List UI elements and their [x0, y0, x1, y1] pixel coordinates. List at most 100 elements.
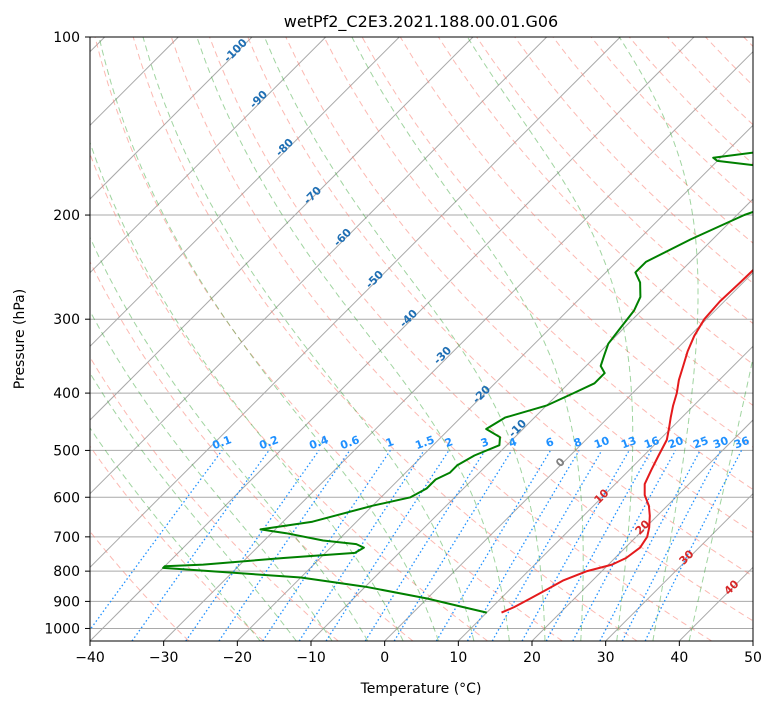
isotherm-line — [90, 37, 253, 200]
mixing-ratio-line — [545, 450, 652, 641]
chart-title: wetPf2_C2E3.2021.188.00.01.G06 — [284, 12, 558, 32]
dry-adiabat-line — [743, 37, 753, 48]
mixing-ratio-line — [90, 450, 223, 631]
y-tick-label: 800 — [53, 564, 80, 580]
moist-adiabat-label: -70 — [301, 184, 324, 207]
moist-adiabat-line — [351, 37, 584, 641]
mixing-ratio-label: 3 — [479, 435, 491, 450]
y-tick-label: 900 — [53, 594, 80, 610]
mixing-ratio-line — [435, 450, 552, 641]
mixing-ratio-line — [393, 450, 513, 641]
dry-adiabat-line — [90, 445, 264, 641]
mixing-ratio-line — [521, 450, 630, 641]
x-axis-label: Temperature (°C) — [360, 681, 482, 697]
dry-adiabat-line — [437, 37, 753, 365]
isotherm-line — [90, 37, 474, 421]
moist-adiabat-line — [196, 37, 510, 641]
x-tick-label: 20 — [523, 650, 541, 666]
mixing-ratio-label: 1 — [384, 435, 396, 450]
x-tick-label: −30 — [149, 650, 179, 666]
isotherm-line — [236, 124, 753, 641]
isotherm-line — [531, 419, 753, 641]
plot-frame — [89, 36, 754, 642]
x-tick-label: 50 — [744, 650, 762, 666]
mixing-ratio-line — [262, 450, 391, 641]
moist-adiabat-label: -40 — [397, 307, 420, 330]
dry-adiabat-line — [94, 37, 563, 641]
mixing-ratio-label: 25 — [691, 434, 710, 451]
moist-adiabat-label: -60 — [331, 226, 354, 249]
isotherm-line — [163, 50, 753, 641]
isotherm-line — [457, 345, 753, 641]
dry-adiabat-line — [209, 37, 753, 622]
y-tick-label: 200 — [53, 208, 80, 224]
mixing-ratio-label: 6 — [544, 435, 556, 450]
mixing-ratio-label: 13 — [619, 434, 638, 451]
moist-adiabat-line — [90, 141, 404, 641]
isotherm-line — [90, 37, 621, 569]
mixing-ratio-label: 30 — [711, 434, 730, 452]
isotherm-line — [90, 37, 400, 348]
dry-adiabat-line — [247, 37, 753, 577]
moist-adiabat-label: -20 — [470, 383, 493, 406]
mixing-ratio-line — [218, 450, 351, 641]
isotherm-line — [605, 492, 753, 641]
mixing-ratio-line — [131, 450, 270, 641]
moist-adiabat-label: -50 — [363, 268, 386, 291]
mixing-ratio-line — [572, 450, 677, 641]
moist-adiabat-line — [90, 372, 297, 641]
dewpoint-profile-line — [162, 151, 753, 614]
dry-adiabat-line — [590, 37, 753, 205]
mixing-ratio-line — [621, 450, 722, 641]
mixing-ratio-label: 10 — [592, 434, 611, 452]
moist-adiabat-line — [618, 37, 699, 641]
isotherm-line — [384, 271, 753, 641]
y-tick-label: 700 — [53, 530, 80, 546]
mixing-ratio-line — [644, 450, 743, 641]
isotherm-line — [310, 198, 753, 641]
mixing-ratio-label: 1.5 — [413, 433, 436, 452]
mixing-ratio-label: 0.6 — [338, 433, 361, 452]
y-axis-label: Pressure (hPa) — [12, 289, 28, 389]
mixing-ratio-label: 4 — [507, 435, 519, 450]
dry-adiabat-line — [285, 37, 753, 534]
dry-adiabat-label: 40 — [722, 577, 742, 597]
dry-adiabat-line — [323, 37, 753, 491]
mixing-ratio-label: 36 — [732, 434, 751, 452]
moist-adiabat-line — [688, 355, 753, 641]
temperature-profile-line — [501, 268, 753, 614]
mixing-ratio-label: 0.4 — [307, 433, 330, 452]
dry-adiabat-label: 10 — [592, 486, 612, 506]
dry-adiabat-line — [132, 37, 638, 641]
dry-adiabat-line — [90, 260, 414, 641]
y-tick-label: 600 — [53, 490, 80, 506]
moist-adiabat-label: -90 — [247, 88, 270, 111]
x-tick-label: 0 — [380, 650, 389, 666]
moist-adiabat-label: -80 — [273, 136, 296, 159]
x-tick-label: 30 — [597, 650, 615, 666]
y-tick-label: 100 — [53, 30, 80, 46]
x-tick-label: −40 — [75, 650, 105, 666]
x-tick-label: 40 — [670, 650, 688, 666]
isotherm-line — [90, 37, 695, 641]
mixing-ratio-label: 8 — [572, 435, 584, 450]
moist-adiabat-label: -30 — [431, 344, 454, 367]
mixing-ratio-label: 16 — [642, 434, 661, 452]
y-tick-label: 300 — [53, 312, 80, 328]
dry-adiabat-line — [514, 37, 753, 284]
dry-adiabat-line — [90, 356, 339, 641]
x-tick-label: 10 — [449, 650, 467, 666]
y-tick-label: 500 — [53, 443, 80, 459]
moist-adiabat-line — [90, 310, 333, 641]
moist-adiabat-line — [98, 37, 439, 641]
x-tick-label: −10 — [296, 650, 326, 666]
dry-adiabat-line — [90, 152, 488, 641]
moist-adiabat-line — [90, 427, 261, 641]
dry-adiabat-line — [705, 37, 753, 87]
mixing-ratio-label: 0.2 — [257, 433, 280, 452]
mixing-ratio-label: 20 — [666, 434, 685, 452]
y-tick-label: 400 — [53, 386, 80, 402]
dry-adiabat-line — [90, 530, 190, 641]
mixing-ratio-line — [185, 450, 320, 641]
